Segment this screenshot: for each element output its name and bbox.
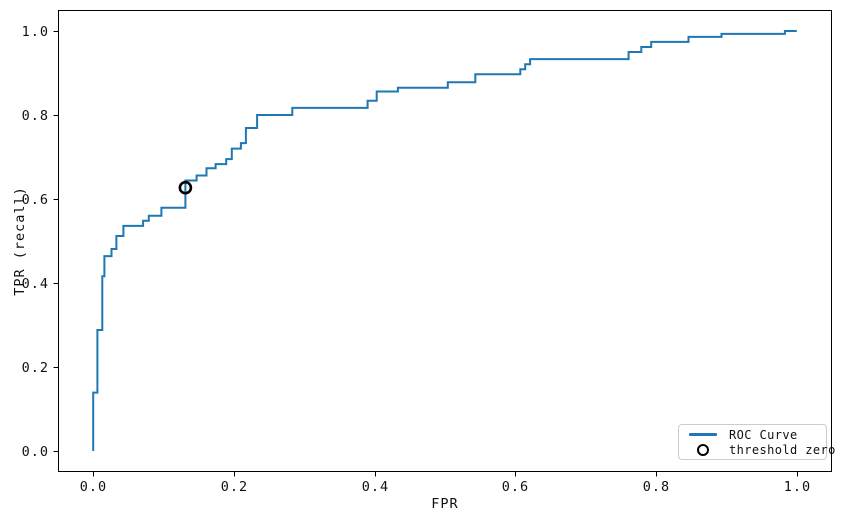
x-tick-label: 1.0 [784,479,811,495]
legend-row-roc-curve: ROC Curve [685,427,820,442]
threshold-zero-marker [178,180,193,195]
x-tick-label: 0.8 [643,479,670,495]
y-axis-label: TPR (recall) [12,186,28,296]
legend-swatch-cell [685,443,721,456]
legend: ROC Curve threshold zero [678,424,835,460]
legend-label-roc-curve: ROC Curve [729,427,798,442]
legend-swatch-cell [685,433,721,436]
legend-label-threshold-zero: threshold zero [729,442,836,457]
x-tick-label: 0.6 [502,479,529,495]
y-tick-label: 0.6 [22,192,49,208]
y-tick-label: 0.4 [22,276,49,292]
y-tick-label: 1.0 [22,24,49,40]
x-axis-label: FPR [431,496,459,512]
axes-spines [58,10,832,472]
y-tick-label: 0.2 [22,360,49,376]
threshold-zero-circle-swatch-icon [697,443,709,456]
x-tick-label: 0.4 [362,479,389,495]
x-tick-label: 0.2 [221,479,248,495]
roc-curve-line-swatch-icon [689,433,717,436]
y-tick-label: 0.0 [22,444,49,460]
y-tick-label: 0.8 [22,108,49,124]
x-tick-label: 0.0 [80,479,107,495]
legend-row-threshold-zero: threshold zero [685,442,835,457]
roc-curve-line [92,30,797,451]
